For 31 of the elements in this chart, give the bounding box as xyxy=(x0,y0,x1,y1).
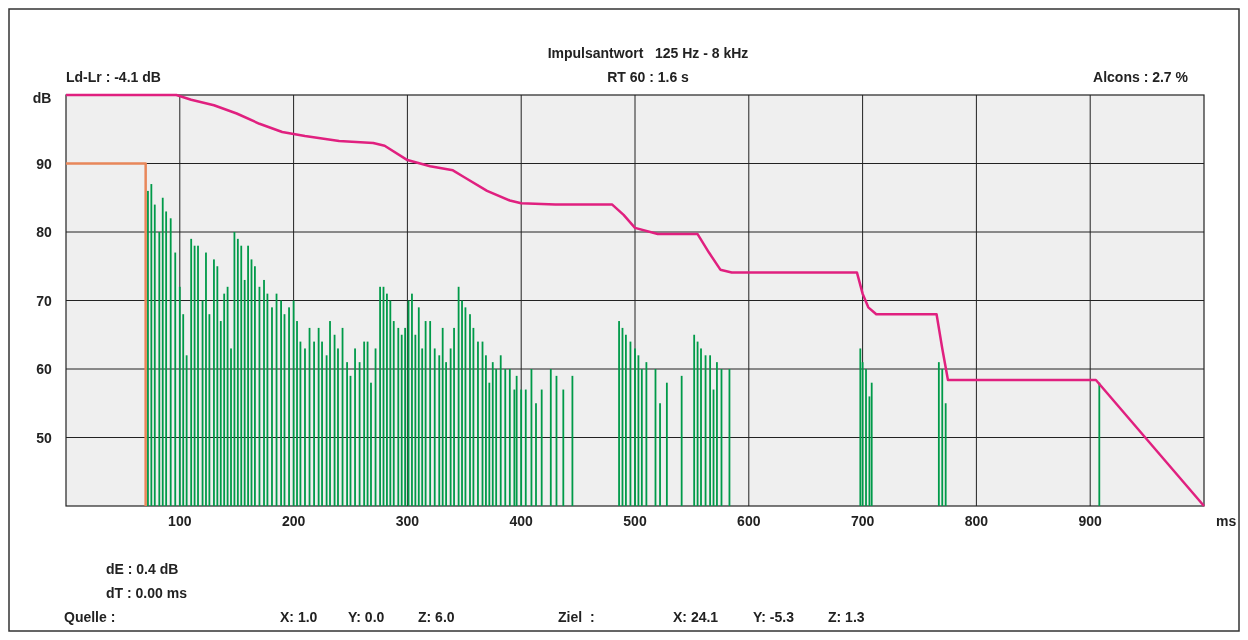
x-tick-label: 700 xyxy=(850,513,875,529)
x-tick-label: 500 xyxy=(623,513,647,529)
x-axis-title: ms xyxy=(1216,513,1237,529)
text: RT 60 : 1.6 s xyxy=(607,69,690,85)
source-note: Quelle : xyxy=(64,609,116,625)
x-tick-label: 300 xyxy=(395,513,420,529)
x-tick-label: 800 xyxy=(964,513,989,529)
y-axis-title: dB xyxy=(32,90,52,106)
x-tick-label: 400 xyxy=(509,513,534,529)
x-tick-label: 600 xyxy=(737,513,761,529)
text: Z: 6.0 xyxy=(418,609,455,625)
x-tick-label: 200 xyxy=(281,513,306,529)
text: Ld-Lr : -4.1 dB xyxy=(66,69,161,85)
text: X: 24.1 xyxy=(673,609,719,625)
text: Ziel : xyxy=(558,609,595,625)
line-series xyxy=(64,93,1206,508)
text: Alcons : 2.7 % xyxy=(1093,69,1189,85)
text: Y: 0.0 xyxy=(348,609,385,625)
chart-title: Impulsantwort 125 Hz - 8 kHz xyxy=(547,45,749,61)
y-tick-label: 50 xyxy=(36,429,52,446)
text: dE : 0.4 dB xyxy=(106,561,179,577)
y-tick-label: 70 xyxy=(36,292,52,309)
y-tick-label: 90 xyxy=(36,155,52,172)
text: Z: 1.3 xyxy=(828,609,865,625)
y-tick-label: 60 xyxy=(36,361,52,377)
x-tick-label: 900 xyxy=(1078,513,1103,529)
text: dT : 0.00 ms xyxy=(106,585,188,601)
text: Y: -5.3 xyxy=(753,609,795,625)
x-tick-label: 100 xyxy=(168,513,192,529)
text: X: 1.0 xyxy=(280,609,318,625)
y-tick-label: 80 xyxy=(36,224,52,240)
